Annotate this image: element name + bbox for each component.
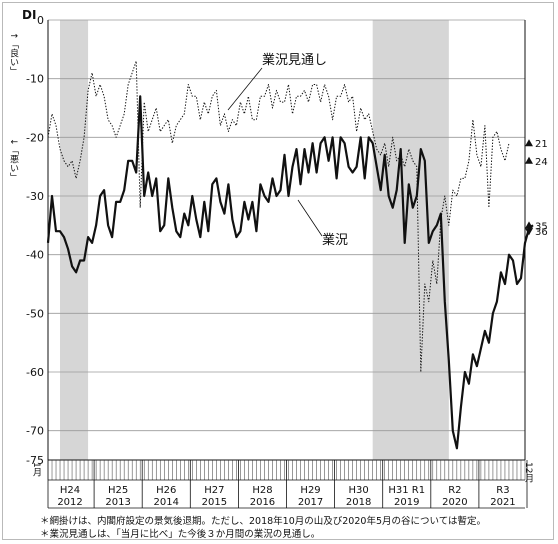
recession-shading [60,20,449,460]
y-tick-label: -40 [26,249,44,262]
end-marker-label: 35 [535,221,548,232]
recession-band-1 [372,20,449,460]
x-year-label: 2019 [394,497,419,508]
y-tick-label: -30 [26,190,44,203]
y-tick-label: -20 [26,131,44,144]
x-era-label: H31 R1 [388,485,425,496]
end-marker-triangle [525,221,533,229]
x-era-label: H30 [349,485,369,496]
x-axis: H242012H252013H262014H272015H282016H2920… [31,460,534,509]
x-year-label: 2013 [105,497,130,508]
x-year-label: 2014 [154,497,179,508]
y-tick-label: -10 [26,73,44,86]
end-marker-label: 24 [535,157,548,168]
x-era-label: R2 [448,485,461,496]
x-year-label: 2012 [57,497,82,508]
x-year-label: 2021 [490,497,515,508]
x-era-label: R3 [496,485,509,496]
x-era-label: H25 [108,485,128,496]
y-tick-label: -75 [26,454,44,467]
end-marker-triangle [525,228,533,236]
x-year-label: 2016 [250,497,275,508]
leader-outlook [227,67,263,111]
end-marker-label: 36 [535,227,548,238]
x-year-label: 2018 [346,497,371,508]
y-axis-up-label: ↑「良い」 [8,32,19,76]
y-tick-label: -70 [26,425,44,438]
end-marker-label: 21 [535,139,548,150]
end-marker-triangle [525,156,533,164]
end-marker-triangle [525,139,533,147]
y-axis-ticks: 0 -10 -20 -30 -40 -50 -60 -70 -75 [26,14,44,467]
x-year-label: 2017 [298,497,323,508]
x-year-label: 2015 [202,497,227,508]
series-label-conditions: 業況 [322,232,348,248]
x-era-label: H29 [300,485,320,496]
x-start-label: 1月 [31,462,42,478]
series-line-0 [46,95,534,450]
y-tick-label: -60 [26,366,44,379]
note-outlook: ＊業況見通しは、「当月に比べ」た今後３か月間の業況の見通し。 [40,529,321,540]
series-line-1 [47,60,510,373]
y-tick-label: -50 [26,307,44,320]
x-end-label: 12月 [523,462,534,483]
x-era-label: H28 [252,485,272,496]
x-era-label: H27 [204,485,224,496]
y-tick-label: 0 [37,14,44,27]
gridlines [47,19,526,461]
leader-conditions [297,199,323,237]
y-axis-title: DI [22,8,36,22]
note-recession: ＊網掛けは、内閣府設定の景気後退期。ただし、2018年10月の山及び2020年5… [40,516,487,527]
x-era-label: H26 [156,485,176,496]
x-year-label: 2020 [442,497,467,508]
x-era-label: H24 [60,485,80,496]
series-label-outlook: 業況見通し [262,52,327,68]
chart-frame [2,2,554,540]
y-axis-down-label: ↓「悪い」 [8,138,19,182]
